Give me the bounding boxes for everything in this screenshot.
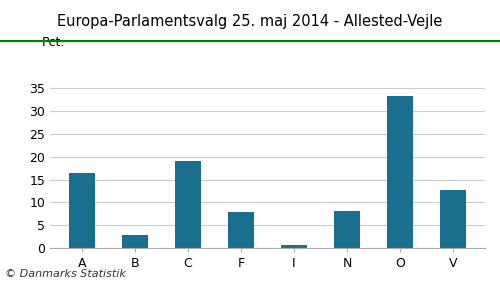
Text: Europa-Parlamentsvalg 25. maj 2014 - Allested-Vejle: Europa-Parlamentsvalg 25. maj 2014 - All… [58,14,442,29]
Text: Pct.: Pct. [42,36,64,49]
Bar [387,96,413,248]
Bar [440,190,466,248]
Bar [68,173,95,248]
Bar [122,235,148,248]
Text: © Danmarks Statistik: © Danmarks Statistik [5,269,126,279]
Bar [334,211,360,248]
Bar [174,161,201,248]
Bar [228,212,254,248]
Bar [281,244,307,248]
